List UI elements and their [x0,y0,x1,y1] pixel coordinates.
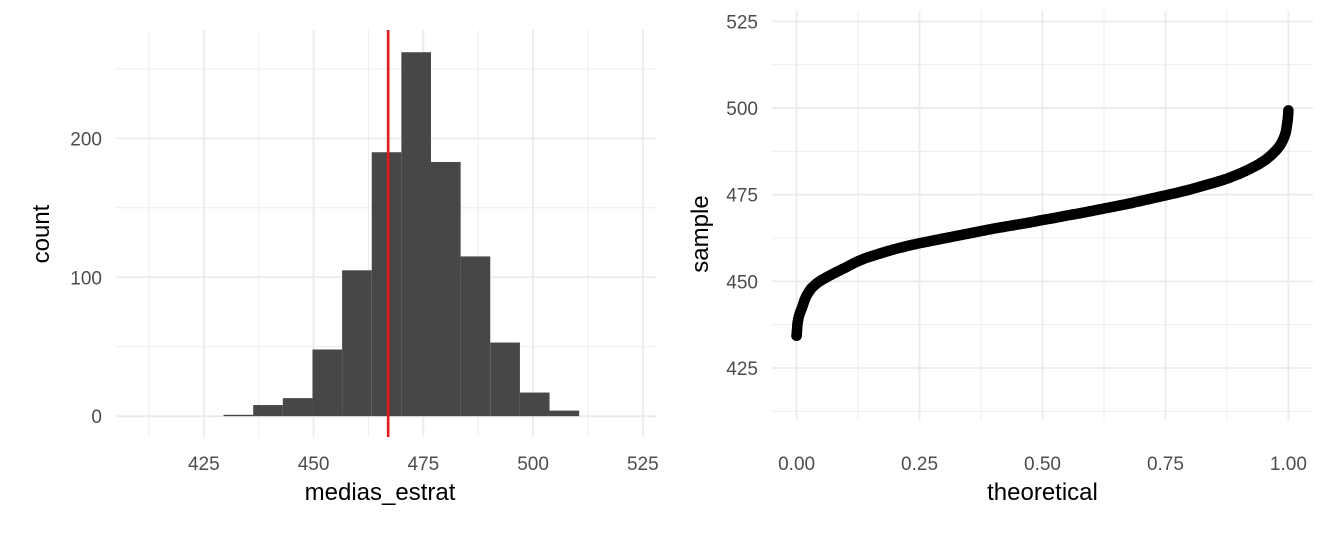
y-tick-label: 200 [70,129,102,150]
y-tick-label: 0 [91,407,102,428]
x-tick-label: 0.25 [901,454,938,475]
histogram-bar [401,52,431,417]
x-tick-label: 450 [298,454,330,475]
qq-points [791,105,1294,342]
histogram-bars [223,52,580,417]
y-tick-label: 500 [726,99,758,120]
x-tick-label: 1.00 [1270,454,1307,475]
x-tick-label: 0.50 [1024,454,1061,475]
qq-point [1283,105,1294,116]
histogram-panel: 425 450 475 500 525 0 100 200 medias_estrat count [28,30,659,506]
x-tick-label: 425 [188,454,220,475]
y-tick-label: 100 [70,268,102,289]
histogram-bar [431,161,461,417]
y-axis-title: count [28,204,55,263]
x-tick-label: 525 [627,454,659,475]
histogram-bar [519,392,550,417]
histogram-bar [342,270,372,417]
y-tick-label: 525 [726,12,758,33]
x-axis-title: theoretical [987,479,1098,506]
histogram-bar [460,256,491,417]
x-tick-label: 0.00 [778,454,815,475]
y-tick-label: 475 [726,186,758,207]
histogram-bar [549,410,580,417]
x-tick-label: 500 [517,454,549,475]
x-tick-label: 0.75 [1147,454,1184,475]
qq-plot-panel: 0.00 0.25 0.50 0.75 1.00 425 450 475 500 525 theor… [687,11,1313,506]
qq-grid [772,11,1313,420]
histogram-bar [371,152,402,417]
x-axis-title: medias_estrat [305,479,456,506]
histogram-bar [490,342,520,417]
y-tick-label: 425 [726,359,758,380]
qq-point [791,330,802,342]
y-axis-title: sample [687,195,714,272]
histogram-bar [312,349,343,417]
histogram-bar [223,414,254,417]
x-tick-label: 475 [407,454,439,475]
histogram-bar [282,398,313,417]
histogram-bar [253,405,283,417]
y-tick-label: 450 [726,272,758,293]
